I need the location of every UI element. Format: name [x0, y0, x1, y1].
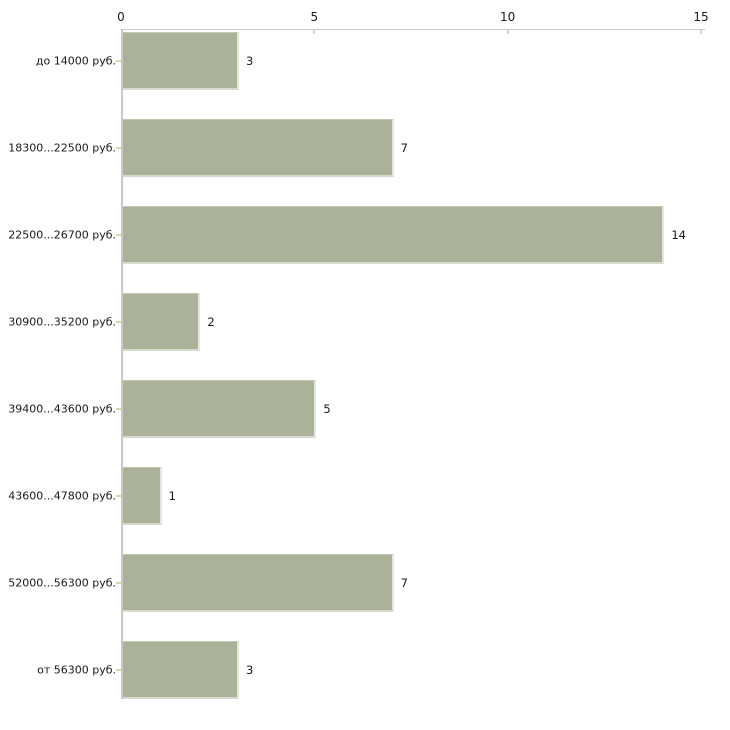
bar-value-label: 7 — [400, 141, 408, 155]
chart-row: 52000...56300 руб. 7 — [8, 554, 705, 612]
plot-area: 0 5 10 15 до 14000 руб. 3 18300...22500 руб. 7… — [8, 10, 709, 699]
category-tick — [116, 669, 121, 671]
bar-value-label: 14 — [671, 228, 686, 242]
bar — [123, 32, 239, 90]
category-tick — [116, 408, 121, 410]
chart-row: 39400...43600 руб. 5 — [8, 380, 705, 438]
bar — [123, 119, 394, 177]
bar — [123, 380, 317, 438]
category-label: 43600...47800 руб. — [8, 489, 116, 503]
chart-row: до 14000 руб. 3 — [36, 32, 705, 90]
bars-area: до 14000 руб. 3 18300...22500 руб. 7 22500..… — [8, 32, 705, 699]
bar-value-label: 7 — [400, 576, 408, 590]
category-tick — [116, 582, 121, 584]
bar — [123, 467, 162, 525]
category-label: 39400...43600 руб. — [8, 402, 116, 416]
category-label: до 14000 руб. — [35, 54, 116, 68]
chart-row: 43600...47800 руб. 1 — [8, 467, 705, 525]
x-axis-tick-label: 5 — [310, 10, 319, 24]
category-label: 52000...56300 руб. — [8, 576, 116, 590]
category-tick — [116, 321, 121, 323]
x-axis-tick — [700, 30, 702, 34]
category-label: 22500...26700 руб. — [8, 228, 116, 242]
bar-value-label: 2 — [207, 315, 215, 329]
x-axis-tick-label: 0 — [117, 10, 125, 24]
bar-value-label: 3 — [246, 54, 254, 68]
bar — [123, 554, 394, 612]
bar — [123, 641, 239, 699]
category-tick — [116, 234, 121, 236]
category-tick — [116, 495, 121, 497]
y-axis-line — [121, 29, 123, 699]
bar-value-label: 3 — [246, 663, 254, 677]
bar-value-label: 1 — [168, 489, 176, 503]
chart-row: 18300...22500 руб. 7 — [8, 119, 705, 177]
category-label: 18300...22500 руб. — [8, 141, 116, 155]
x-axis-line — [121, 29, 705, 30]
category-tick — [116, 147, 121, 149]
category-tick — [116, 60, 121, 62]
chart-row: от 56300 руб. 3 — [37, 641, 705, 699]
chart-row: 22500...26700 руб. 14 — [8, 206, 705, 264]
bar-value-label: 5 — [323, 402, 331, 416]
x-axis-tick-label: 10 — [500, 10, 516, 24]
chart-row: 30900...35200 руб. 2 — [8, 293, 705, 351]
x-axis-tick — [506, 30, 509, 34]
bar — [123, 293, 201, 351]
bar — [123, 206, 665, 264]
category-label: 30900...35200 руб. — [8, 315, 116, 329]
category-label: от 56300 руб. — [37, 663, 116, 677]
x-axis-tick — [313, 30, 316, 34]
x-axis-tick-label: 15 — [693, 10, 709, 24]
